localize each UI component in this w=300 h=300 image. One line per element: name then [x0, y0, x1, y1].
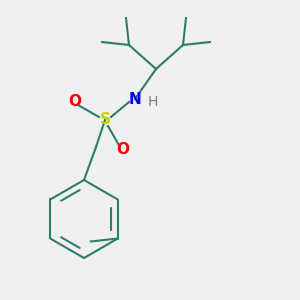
- Text: H: H: [148, 95, 158, 109]
- Text: S: S: [100, 112, 110, 128]
- Text: N: N: [129, 92, 141, 106]
- Text: O: O: [68, 94, 82, 110]
- Text: O: O: [116, 142, 130, 158]
